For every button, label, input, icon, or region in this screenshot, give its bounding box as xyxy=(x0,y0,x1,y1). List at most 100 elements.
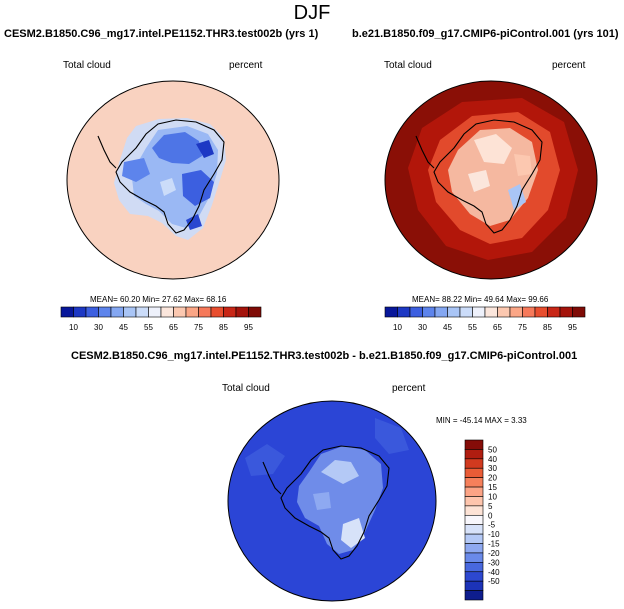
panel1-colorbar-swatch xyxy=(235,306,249,318)
panel3-colorbar-swatch xyxy=(464,571,484,582)
panel2-variable-label: Total cloud xyxy=(384,60,432,71)
panel2-colorbar-tick-label: 75 xyxy=(518,323,527,332)
panel1-colorbar-swatch xyxy=(198,306,212,318)
panel1-colorbar: 10 30 45 55 65 75 85 95 xyxy=(60,306,262,332)
panel1-variable-label: Total cloud xyxy=(63,60,111,71)
panel1-colorbar-swatch xyxy=(160,306,174,318)
panel1-colorbar-swatch xyxy=(248,306,262,318)
panel1-colorbar-swatch xyxy=(110,306,124,318)
panel2-colorbar-swatch xyxy=(559,306,573,318)
panel2-stats: MEAN= 88.22 Min= 49.64 Max= 99.66 xyxy=(412,295,549,304)
panel1-colorbar-tick-label: 10 xyxy=(69,323,78,332)
panel2-colorbar-swatch xyxy=(534,306,548,318)
panel3-colorbar-swatch xyxy=(464,514,484,526)
panel1-colorbar-swatch xyxy=(135,306,149,318)
panel2-colorbar-tick-label: 55 xyxy=(468,323,477,332)
panel1-colorbar-swatch xyxy=(85,306,99,318)
panel3-colorbar-swatch xyxy=(464,449,484,460)
panel3-colorbar-swatch xyxy=(464,552,484,563)
panel2-colorbar-swatch xyxy=(409,306,423,318)
panel2-colorbar-tick-label: 10 xyxy=(393,323,402,332)
panel3-colorbar-swatch xyxy=(464,439,484,450)
panel3-colorbar-tick-label: -40 xyxy=(488,568,500,577)
panel3-colorbar-tick-label: 0 xyxy=(488,511,493,520)
panel3-colorbar-tick-label: 15 xyxy=(488,483,497,492)
panel3-colorbar-tick-label: -50 xyxy=(488,577,500,586)
panel3-variable-label: Total cloud xyxy=(222,383,270,394)
panel2-units-label: percent xyxy=(552,60,586,71)
panel2-colorbar-swatch xyxy=(422,306,436,318)
panel2-title: b.e21.B1850.f09_g17.CMIP6-piControl.001 … xyxy=(352,28,619,40)
panel3-colorbar-tick-label: -20 xyxy=(488,549,500,558)
panel3-colorbar-swatch xyxy=(464,524,484,535)
panel1-colorbar-tick-label: 30 xyxy=(94,323,103,332)
panel1-colorbar-swatch xyxy=(123,306,137,318)
panel2-colorbar-swatch xyxy=(497,306,511,318)
panel2-colorbar-swatch xyxy=(472,306,486,318)
panel2-colorbar-swatch xyxy=(484,306,498,318)
panel2-colorbar-swatch xyxy=(459,306,473,318)
panel2-colorbar-swatch xyxy=(509,306,523,318)
panel3-colorbar-tick-label: -30 xyxy=(488,558,500,567)
figure-title: DJF xyxy=(293,2,331,24)
panel1-colorbar-swatch xyxy=(210,306,224,318)
panel3-colorbar-swatch xyxy=(464,533,484,544)
panel2-coastline xyxy=(433,119,543,234)
panel3-units-label: percent xyxy=(392,383,426,394)
panel1-colorbar-tick-label: 65 xyxy=(169,323,178,332)
panel1-units-label: percent xyxy=(229,60,263,71)
panel2-colorbar-tick-label: 85 xyxy=(543,323,552,332)
panel1-colorbar-tick-label: 95 xyxy=(244,323,253,332)
panel1-colorbar-swatch xyxy=(185,306,199,318)
panel3-colorbar-tick-label: -10 xyxy=(488,530,500,539)
panel2-colorbar-tick-label: 65 xyxy=(493,323,502,332)
panel3-polar-map xyxy=(227,400,437,602)
panel1-colorbar-swatch xyxy=(148,306,162,318)
panel1-colorbar-tick-label: 45 xyxy=(119,323,128,332)
panel2-colorbar-swatch xyxy=(547,306,561,318)
panel3-colorbar-swatch xyxy=(464,562,484,573)
panel2-colorbar-swatch xyxy=(397,306,411,318)
panel1-stats: MEAN= 60.20 Min= 27.62 Max= 68.16 xyxy=(90,295,227,304)
panel2-colorbar-tick-label: 45 xyxy=(443,323,452,332)
panel1-colorbar-swatch xyxy=(60,306,74,318)
panel3-colorbar-swatch xyxy=(464,458,484,469)
panel2-colorbar-swatch xyxy=(384,306,398,318)
panel1-colorbar-tick-label: 85 xyxy=(219,323,228,332)
panel1-coastline xyxy=(115,119,225,234)
panel2-colorbar: 10 30 45 55 65 75 85 95 xyxy=(384,306,586,332)
panel2-colorbar-swatch xyxy=(447,306,461,318)
panel3-colorbar-swatch xyxy=(464,477,484,488)
panel1-colorbar-tick-label: 75 xyxy=(194,323,203,332)
panel3-colorbar-swatch xyxy=(464,467,484,478)
panel3-colorbar-swatch xyxy=(464,580,484,591)
panel2-colorbar-tick-label: 30 xyxy=(418,323,427,332)
panel3-colorbar-tick-label: 10 xyxy=(488,492,497,501)
panel1-colorbar-swatch xyxy=(73,306,87,318)
panel2-colorbar-swatch xyxy=(572,306,586,318)
panel1-colorbar-swatch xyxy=(98,306,112,318)
panel3-title: CESM2.B1850.C96_mg17.intel.PE1152.THR3.t… xyxy=(71,350,578,362)
panel3-colorbar-tick-label: 30 xyxy=(488,464,497,473)
panel3-colorbar-swatch xyxy=(464,486,484,497)
panel3-colorbar-tick-label: 20 xyxy=(488,474,497,483)
panel3-colorbar-tick-label: 40 xyxy=(488,455,497,464)
panel3-stats: MIN = -45.14 MAX = 3.33 xyxy=(436,416,527,425)
panel1-title: CESM2.B1850.C96_mg17.intel.PE1152.THR3.t… xyxy=(4,28,319,40)
panel3-coastline xyxy=(280,445,390,560)
panel3-colorbar-swatch xyxy=(464,496,484,507)
panel3-colorbar-tick-label: -5 xyxy=(488,521,496,530)
panel3-colorbar-swatch xyxy=(464,590,484,601)
panel3-colorbar-tick-label: 5 xyxy=(488,502,493,511)
panel2-colorbar-tick-label: 95 xyxy=(568,323,577,332)
panel2-polar-map xyxy=(384,80,598,280)
panel3-colorbar-swatch xyxy=(464,543,484,554)
panel1-polar-map xyxy=(66,80,280,280)
panel2-colorbar-swatch xyxy=(522,306,536,318)
panel3-colorbar-swatch xyxy=(464,505,484,516)
panel2-colorbar-swatch xyxy=(434,306,448,318)
panel3-colorbar-tick-label: -15 xyxy=(488,540,500,549)
panel3-colorbar-tick-label: 50 xyxy=(488,445,497,454)
panel1-colorbar-swatch xyxy=(223,306,237,318)
